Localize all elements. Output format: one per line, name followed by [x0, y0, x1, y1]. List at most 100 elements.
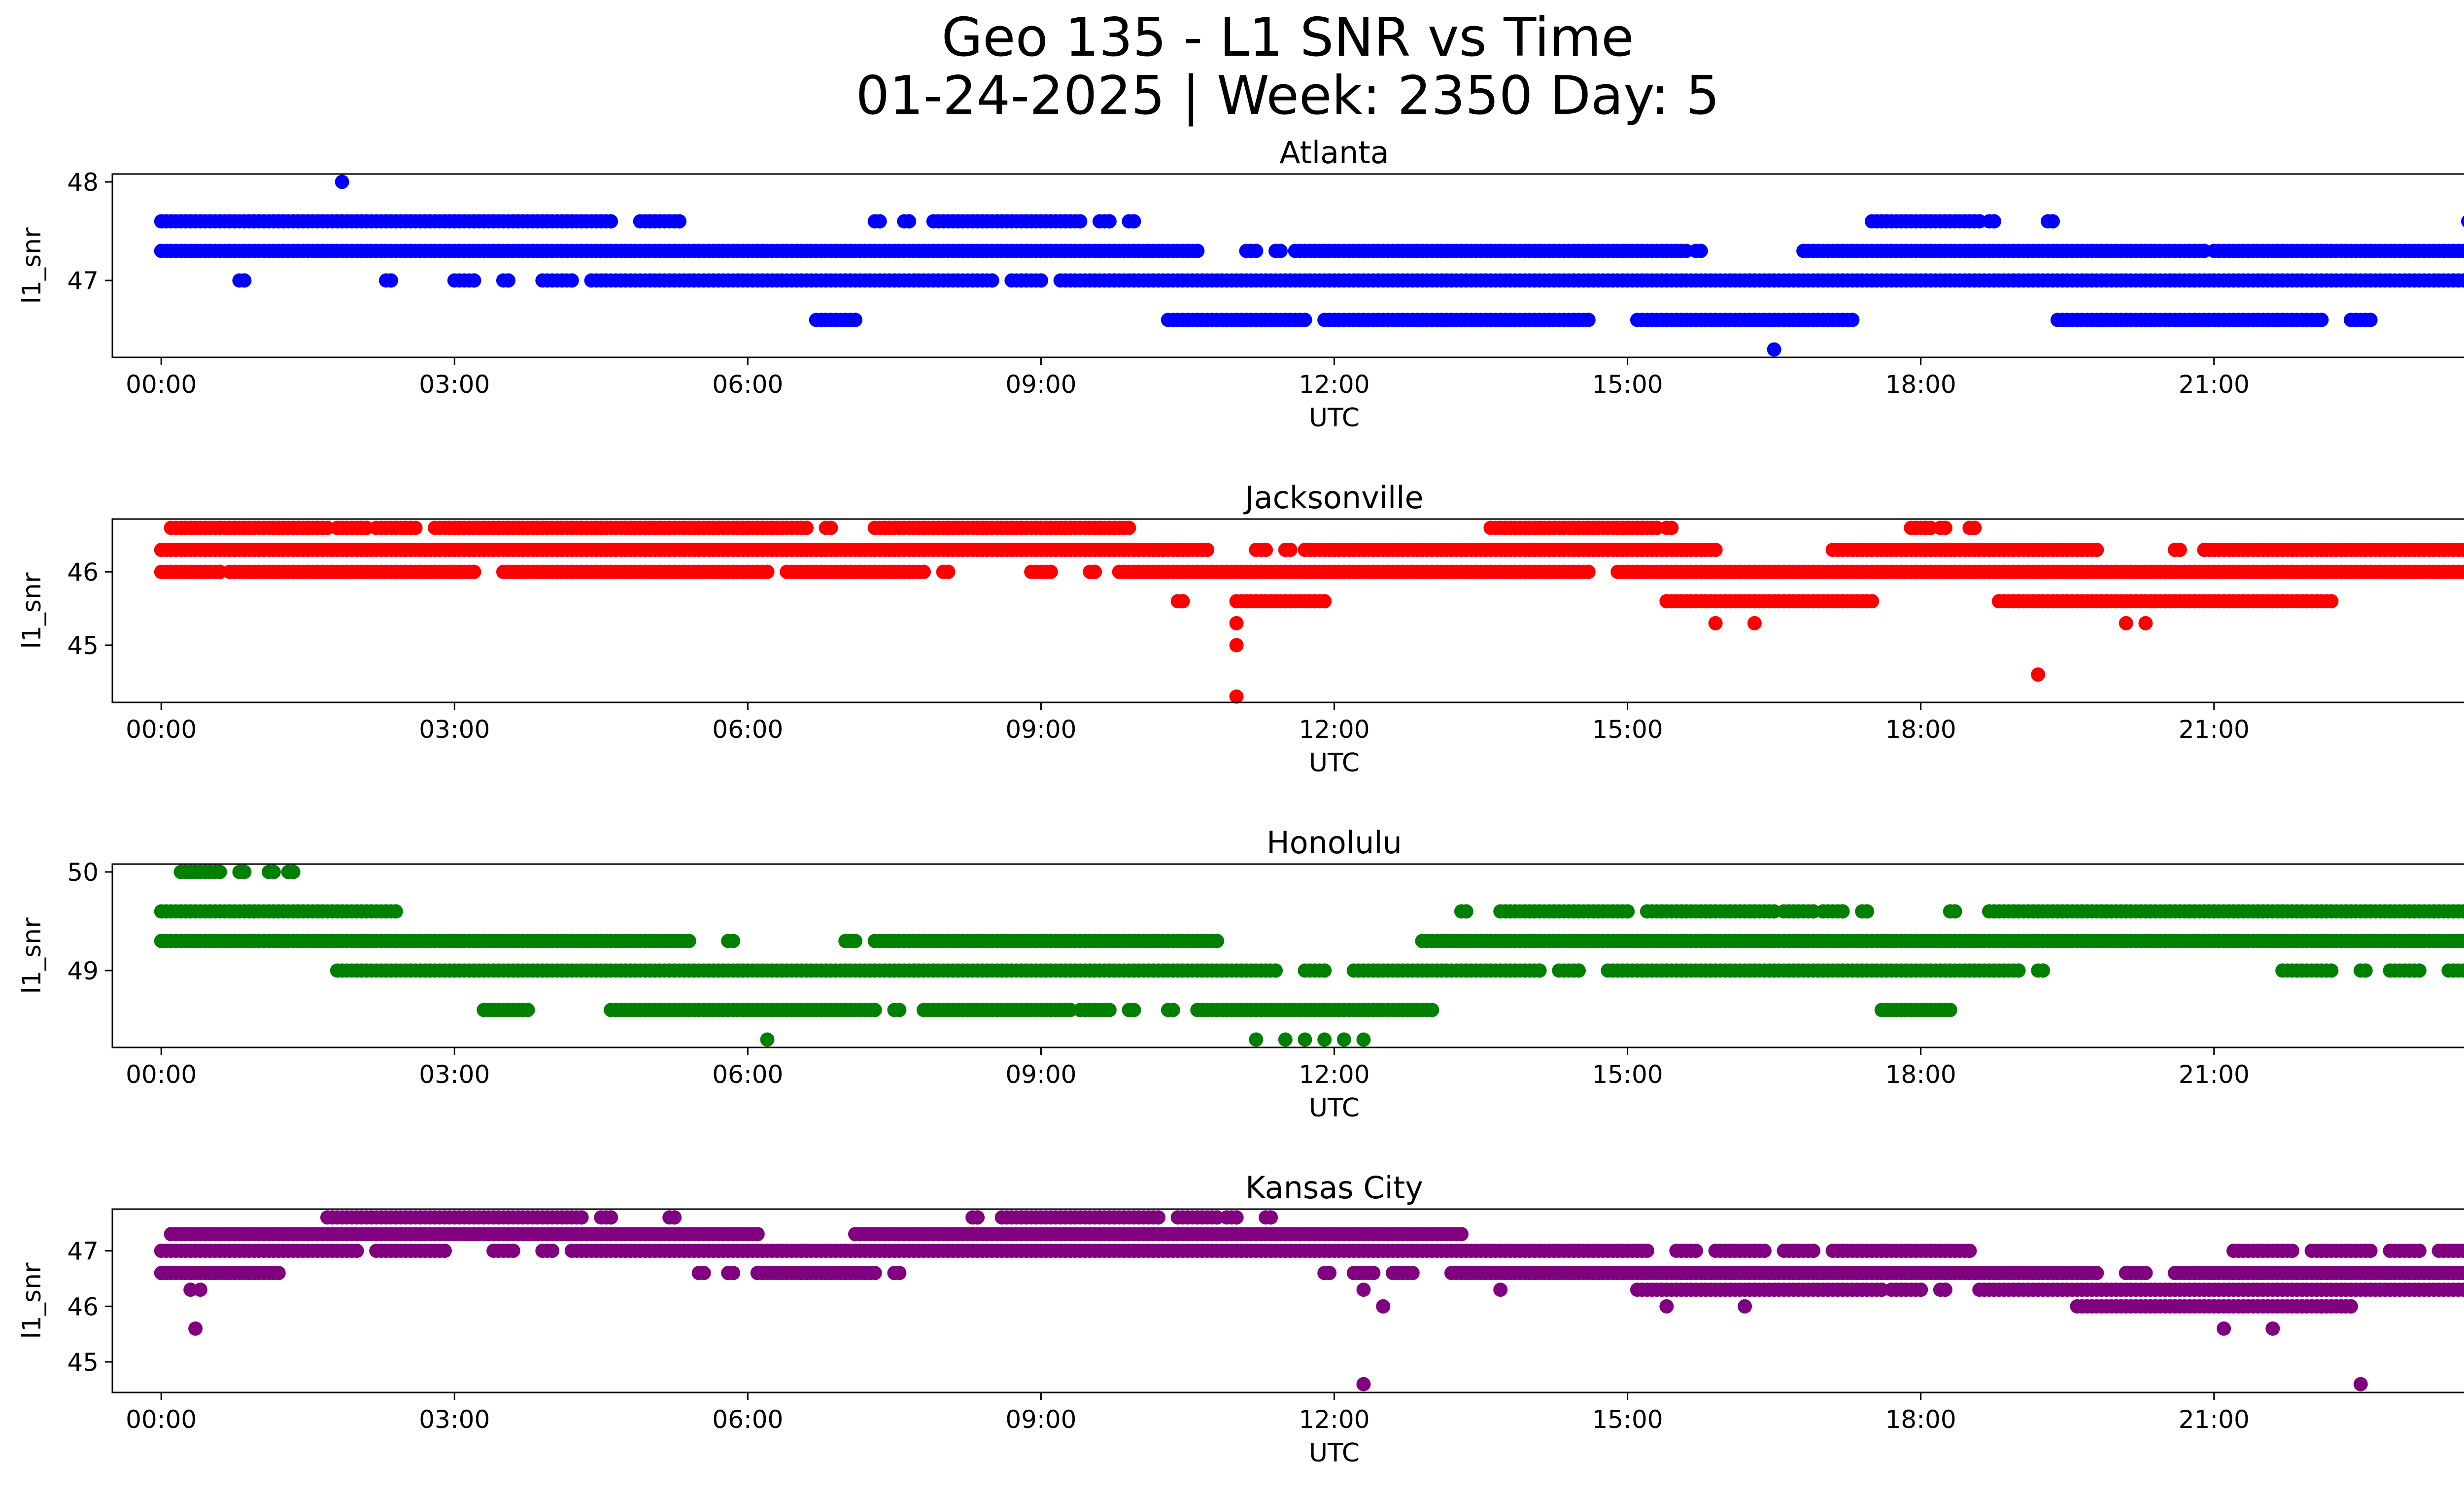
data-point: [1967, 521, 1982, 535]
data-point-outlier: [1356, 1032, 1371, 1047]
data-point: [1581, 313, 1596, 327]
data-point: [941, 564, 956, 579]
data-point: [892, 1003, 907, 1017]
x-tick-label: 06:00: [712, 370, 783, 399]
x-tick-label: 09:00: [1005, 715, 1076, 744]
y-tick-label: 49: [67, 957, 99, 985]
data-point: [823, 521, 838, 535]
data-point: [1405, 1266, 1420, 1281]
y-tick-label: 46: [67, 558, 99, 587]
x-tick-label: 03:00: [419, 1060, 490, 1089]
data-point: [1664, 521, 1679, 535]
data-point: [2412, 963, 2427, 978]
data-point: [1454, 1227, 1469, 1242]
x-tick-label: 09:00: [1005, 1060, 1076, 1089]
scatter-markers: [154, 174, 2464, 357]
x-tick-label: 21:00: [2179, 1060, 2250, 1089]
data-point: [1165, 1003, 1180, 1017]
data-point-outlier: [1229, 689, 1244, 704]
data-point: [760, 564, 775, 579]
data-point: [726, 1266, 741, 1281]
data-point-outlier: [1229, 616, 1244, 630]
data-point: [1767, 904, 1781, 919]
x-tick-label: 03:00: [419, 715, 490, 744]
x-tick-label: 18:00: [1885, 370, 1956, 399]
data-point: [408, 521, 423, 535]
data-point: [1845, 313, 1860, 327]
data-point: [437, 1244, 452, 1258]
data-point: [799, 521, 814, 535]
data-point: [696, 1266, 711, 1281]
data-point: [672, 214, 686, 229]
data-point: [1986, 214, 2001, 229]
data-point: [2089, 543, 2104, 557]
x-tick-label: 06:00: [712, 1060, 783, 1089]
data-point: [1322, 1266, 1337, 1281]
data-point: [1806, 1244, 1820, 1258]
x-tick-label: 00:00: [126, 370, 197, 399]
data-point: [2324, 594, 2339, 609]
data-point: [2461, 245, 2464, 257]
data-point: [1175, 594, 1190, 609]
axes-frame: [111, 173, 2464, 358]
data-point-outlier: [1278, 1032, 1293, 1047]
data-point: [1962, 1244, 1977, 1258]
data-point: [2324, 963, 2339, 978]
data-point: [564, 273, 579, 288]
data-point: [2089, 1266, 2104, 1281]
x-axis-label: UTC: [1309, 403, 1360, 433]
figure-title: Geo 135 - L1 SNR vs Time 01-24-2025 | We…: [0, 9, 2464, 125]
data-point: [266, 865, 281, 879]
subplot-title: Jacksonville: [1243, 480, 1423, 516]
x-tick-label: 03:00: [419, 370, 490, 399]
data-point: [286, 865, 301, 879]
x-tick-label: 15:00: [1592, 370, 1663, 399]
data-point: [1122, 521, 1136, 535]
data-point: [237, 865, 252, 879]
data-point: [1571, 963, 1586, 978]
data-point: [2461, 965, 2464, 976]
data-point: [1317, 963, 1332, 978]
data-point: [1043, 564, 1058, 579]
data-point-outlier: [2031, 667, 2046, 682]
data-point: [1127, 214, 1141, 229]
y-tick-label: 47: [67, 267, 99, 295]
data-point: [1688, 1244, 1703, 1258]
data-point: [1860, 904, 1875, 919]
data-point: [2172, 543, 2187, 557]
data-point: [867, 1003, 882, 1017]
x-tick-label: 15:00: [1592, 1060, 1663, 1089]
data-point-outlier: [1767, 342, 1781, 357]
figure-title-line-1: Geo 135 - L1 SNR vs Time: [941, 7, 1634, 69]
data-point: [1264, 1210, 1278, 1225]
data-point: [848, 934, 862, 948]
data-point: [2461, 544, 2464, 556]
data-point: [2358, 963, 2373, 978]
data-point: [1581, 564, 1596, 579]
data-point: [1283, 543, 1298, 557]
data-point: [1259, 543, 1273, 557]
subplot-title: Honolulu: [1266, 825, 1402, 861]
data-point: [545, 1244, 560, 1258]
data-point-outlier: [1249, 1032, 1264, 1047]
data-point: [467, 564, 481, 579]
x-tick-label: 15:00: [1592, 715, 1663, 744]
x-tick-label: 00:00: [126, 715, 197, 744]
figure-title-line-2: 01-24-2025 | Week: 2350 Day: 5: [856, 65, 1720, 127]
data-point: [2461, 275, 2464, 286]
data-point: [2461, 566, 2464, 578]
data-point-outlier: [1229, 638, 1244, 653]
data-point: [1757, 1244, 1772, 1258]
data-point: [1273, 243, 1288, 258]
data-point-outlier: [2138, 616, 2153, 630]
data-point: [867, 1266, 882, 1281]
data-point: [1865, 594, 1879, 609]
data-point: [1532, 963, 1547, 978]
data-point: [501, 273, 515, 288]
data-point: [1620, 904, 1635, 919]
data-point: [970, 1210, 985, 1225]
data-point: [1943, 1003, 1957, 1017]
